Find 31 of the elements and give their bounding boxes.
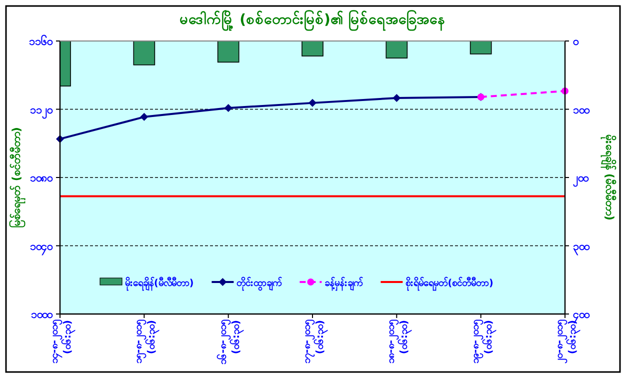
legend-label: စိုးရိမ်ရေမှတ်(စင်တီမီတာ) (406, 278, 494, 291)
point (140, 112, 148, 121)
y-tick-label: ၁၀၄၀ (30, 240, 53, 256)
point (224, 104, 232, 112)
bar (302, 41, 324, 56)
legend-label: တိုင်းထွာချက် (236, 278, 283, 291)
y2-tick-label: ၁၀၀ (573, 103, 590, 116)
y2-tick-label: ၂၀၀ (573, 172, 589, 188)
bar (386, 41, 408, 58)
x-tick-label: ၁၈-၈-၂၀၁၅ (၀၆:၃၀) (386, 320, 414, 364)
y-tick-label: ၁၁၂၀ (30, 103, 53, 120)
point (392, 94, 401, 102)
bar (133, 41, 156, 66)
x-tick-label: ၁၇-၈-၂၀၁၅ (၀၆:၃၀) (302, 320, 329, 364)
y2-tick-label: ၀ (573, 35, 579, 48)
y-tick-label: ၁၁၆၀ (29, 35, 53, 48)
y2-axis-title: မိုးရေချိန် (မီလီမီတာ) (600, 134, 617, 220)
y-tick-label: ၁၀၈၀ (30, 172, 53, 184)
bar (470, 41, 492, 54)
legend-label: ခန့်မှန်းချက် (324, 278, 364, 291)
x-tick-label: ၁၉-၈-၂၀၁၅ (၀၆:၃၀) (470, 320, 498, 364)
legend-label: မိုးရေချိန်(မီလီမီတာ) (125, 278, 194, 291)
chart-title: မဒေါက်မြို့ (စစ်တောင်းမြစ်)၏ မြစ်ရေအခြေအနေ (180, 10, 446, 31)
x-tick-label: ၁၅-၈-၂၀၁၅ (၀၆:၃၀) (134, 320, 161, 364)
bar (217, 41, 240, 63)
x-tick-label: ၁၆-၈-၂၀၁၅ (၀၆:၃၀) (216, 320, 245, 364)
y-tick-label: ၁၀၀၀ (31, 308, 53, 321)
y-axis-title: မြစ်ရေမှတ် (စင်တီမီတာ) (8, 127, 26, 228)
y2-tick-label: ၃၀၀ (573, 240, 590, 256)
point (308, 98, 316, 107)
x-tick-label: ၁၄-၈-၂၀၁၅ (၀၆:၃၀) (50, 320, 76, 364)
